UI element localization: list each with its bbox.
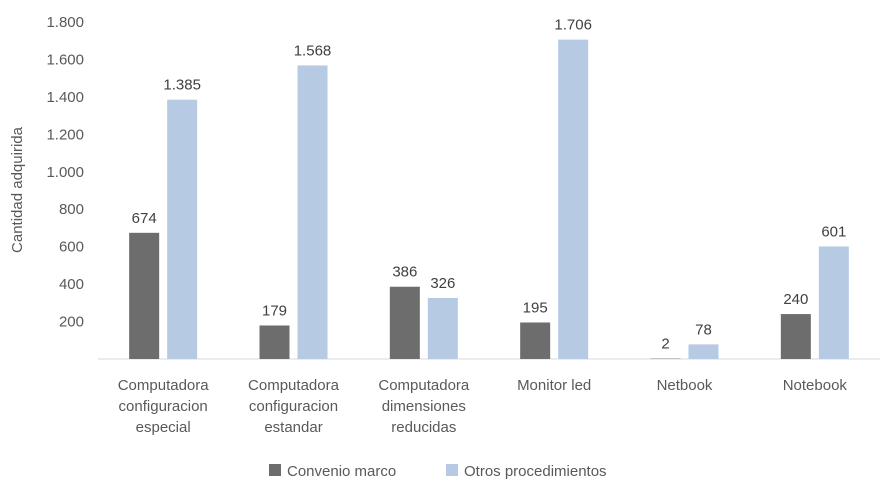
y-tick-label: 1.200 (46, 126, 84, 143)
legend: Convenio marco Otros procedimientos (269, 463, 607, 480)
x-tick-label-line: dimensiones (382, 398, 466, 415)
x-tick-label-line: Computadora (248, 377, 340, 394)
y-tick-label: 1.600 (46, 51, 84, 68)
x-tick-label: Computadora configuracion especial (118, 377, 210, 436)
data-label: 240 (783, 291, 808, 308)
x-tick-label-line: Computadora (118, 377, 210, 394)
data-label: 78 (695, 321, 712, 338)
x-tick-label-line: configuracion (119, 398, 208, 415)
x-tick-label-line: Monitor led (517, 377, 591, 394)
x-tick-label-line: configuracion (249, 398, 338, 415)
data-label: 2 (661, 336, 669, 353)
data-label: 674 (132, 210, 157, 227)
x-tick-label: Monitor led (517, 377, 591, 394)
data-label: 386 (392, 264, 417, 281)
bar-otros-procedimientos (167, 99, 198, 360)
bar-otros-procedimientos (297, 65, 328, 360)
x-tick-label-line: estandar (264, 419, 322, 436)
legend-label: Convenio marco (287, 463, 396, 480)
y-tick-label: 400 (59, 276, 84, 293)
bar-otros-procedimientos (688, 344, 719, 359)
x-tick-label: Netbook (657, 377, 713, 394)
x-tick-label-line: Notebook (783, 377, 848, 394)
y-tick-label: 1.800 (46, 14, 84, 31)
bar-convenio-marco (520, 322, 551, 359)
x-tick-label-line: Computadora (378, 377, 470, 394)
data-label: 195 (523, 299, 548, 316)
legend-swatch (446, 464, 458, 476)
bar-otros-procedimientos (427, 297, 458, 359)
data-label: 1.706 (554, 17, 592, 34)
legend-label: Otros procedimientos (464, 463, 607, 480)
data-label: 326 (430, 275, 455, 292)
data-label: 1.385 (163, 77, 201, 94)
x-tick-label-line: reducidas (391, 419, 456, 436)
bar-convenio-marco (259, 325, 290, 359)
x-tick-label-line: Netbook (657, 377, 713, 394)
y-axis-ticks: 200 400 600 800 1.000 1.200 1.400 1.600 1.800 (46, 14, 84, 331)
y-axis-label: Cantidad adquirida (9, 126, 26, 253)
y-tick-label: 1.000 (46, 164, 84, 181)
x-tick-label: Computadora configuracion estandar (248, 377, 340, 436)
x-axis-ticks: Computadora configuracion especialComputad… (118, 377, 848, 436)
bar-convenio-marco (389, 286, 420, 359)
x-tick-label-line: especial (136, 419, 191, 436)
y-tick-label: 600 (59, 239, 84, 256)
data-labels-group: 674 1.385 179 1.568 386 326 195 1.706 2 78 240 601 (132, 17, 847, 353)
bar-convenio-marco (129, 232, 160, 359)
bar-otros-procedimientos (558, 39, 589, 360)
data-label: 601 (821, 223, 846, 240)
x-tick-label: Computadora dimensiones reducidas (378, 377, 470, 436)
legend-swatch (269, 464, 281, 476)
x-tick-label: Notebook (783, 377, 848, 394)
data-label: 179 (262, 302, 287, 319)
y-tick-label: 200 (59, 314, 84, 331)
data-label: 1.568 (294, 42, 332, 59)
bar-convenio-marco (780, 314, 811, 359)
y-tick-label: 1.400 (46, 89, 84, 106)
y-tick-label: 800 (59, 201, 84, 218)
bars-group (129, 39, 849, 360)
bar-otros-procedimientos (818, 246, 849, 359)
